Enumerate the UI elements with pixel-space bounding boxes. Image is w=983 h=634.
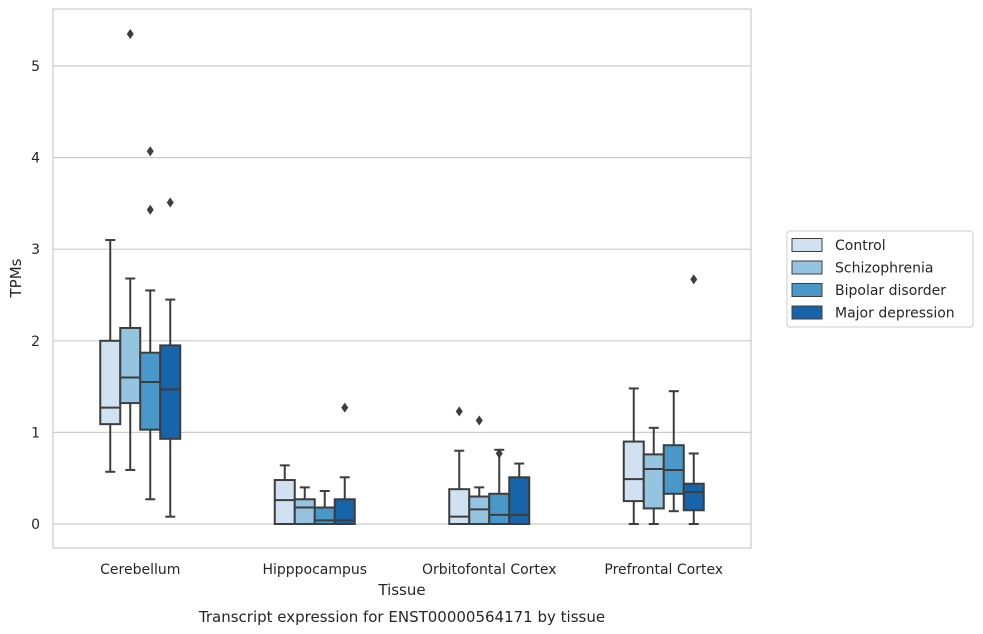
box-body (682, 482, 705, 512)
box-body (99, 339, 122, 426)
legend-swatch (791, 238, 823, 252)
y-tick-label: 1 (31, 425, 40, 441)
box-plot-series (99, 28, 705, 526)
x-tick-label: Orbitofontal Cortex (422, 562, 557, 578)
x-tick-label: Prefrontal Cortex (604, 562, 723, 578)
legend-item: Major depression (791, 305, 955, 322)
x-tick-labels: Cerebellum Hipppocampus Orbitofontal Corte… (100, 562, 723, 578)
legend-swatch (791, 283, 823, 297)
x-axis-label: Tissue (377, 581, 425, 599)
box-body (159, 344, 182, 440)
legend-label: Bipolar disorder (835, 283, 946, 299)
box-body (508, 476, 531, 525)
box (662, 390, 685, 513)
outlier-marker (126, 28, 134, 39)
legend-item: Schizophrenia (791, 260, 933, 277)
box-body (333, 498, 356, 526)
series-control (99, 239, 645, 526)
y-tick-label: 3 (31, 242, 40, 258)
outlier-marker (166, 197, 174, 208)
series-bipolar-disorder (139, 146, 685, 526)
outlier-marker (146, 204, 154, 215)
legend: Control Schizophrenia Bipolar disorder Majo… (786, 230, 974, 328)
series-schizophrenia (119, 28, 665, 526)
outlier-marker (495, 448, 503, 459)
outlier-marker (690, 274, 698, 285)
box (313, 490, 336, 525)
box (642, 426, 665, 525)
y-tick-label: 2 (31, 334, 40, 350)
x-tick-label: Hipppocampus (262, 562, 367, 578)
legend-swatch (791, 260, 823, 275)
box-body (642, 453, 665, 510)
box-body (139, 351, 162, 431)
y-tick-label: 5 (31, 59, 40, 75)
box (139, 146, 162, 501)
y-tick-labels: 0 1 2 3 4 5 (31, 59, 40, 533)
y-tick-label: 4 (31, 151, 40, 167)
box (333, 402, 356, 526)
plot-frame (52, 8, 752, 549)
y-axis-label: TPMs (7, 258, 25, 298)
box (622, 387, 645, 525)
outlier-marker (146, 146, 154, 157)
box (682, 274, 705, 525)
legend-label: Control (835, 238, 886, 254)
box (273, 464, 296, 526)
box (448, 406, 471, 525)
box-body (622, 440, 645, 503)
legend-swatch (791, 305, 823, 320)
box-body (273, 479, 296, 526)
legend-frame (786, 230, 974, 328)
box (293, 486, 316, 526)
box (508, 462, 531, 525)
box-body (313, 506, 336, 525)
figure-caption: Transcript expression for ENST0000056417… (198, 608, 605, 626)
legend-item: Bipolar disorder (791, 283, 946, 299)
box (468, 415, 491, 525)
y-tick-label: 0 (31, 517, 40, 533)
box (159, 197, 182, 518)
legend-label: Major depression (835, 306, 955, 322)
series-major-depression (159, 197, 705, 526)
box-body (293, 498, 316, 526)
outlier-marker (455, 406, 463, 417)
box-body (119, 326, 142, 405)
outlier-marker (341, 402, 349, 413)
box (488, 448, 511, 526)
legend-label: Schizophrenia (835, 261, 933, 277)
box-body (448, 488, 471, 525)
x-tick-label: Cerebellum (100, 562, 180, 578)
legend-item: Control (791, 238, 886, 254)
box (99, 239, 122, 473)
box-body (488, 492, 511, 526)
outlier-marker (475, 415, 483, 426)
